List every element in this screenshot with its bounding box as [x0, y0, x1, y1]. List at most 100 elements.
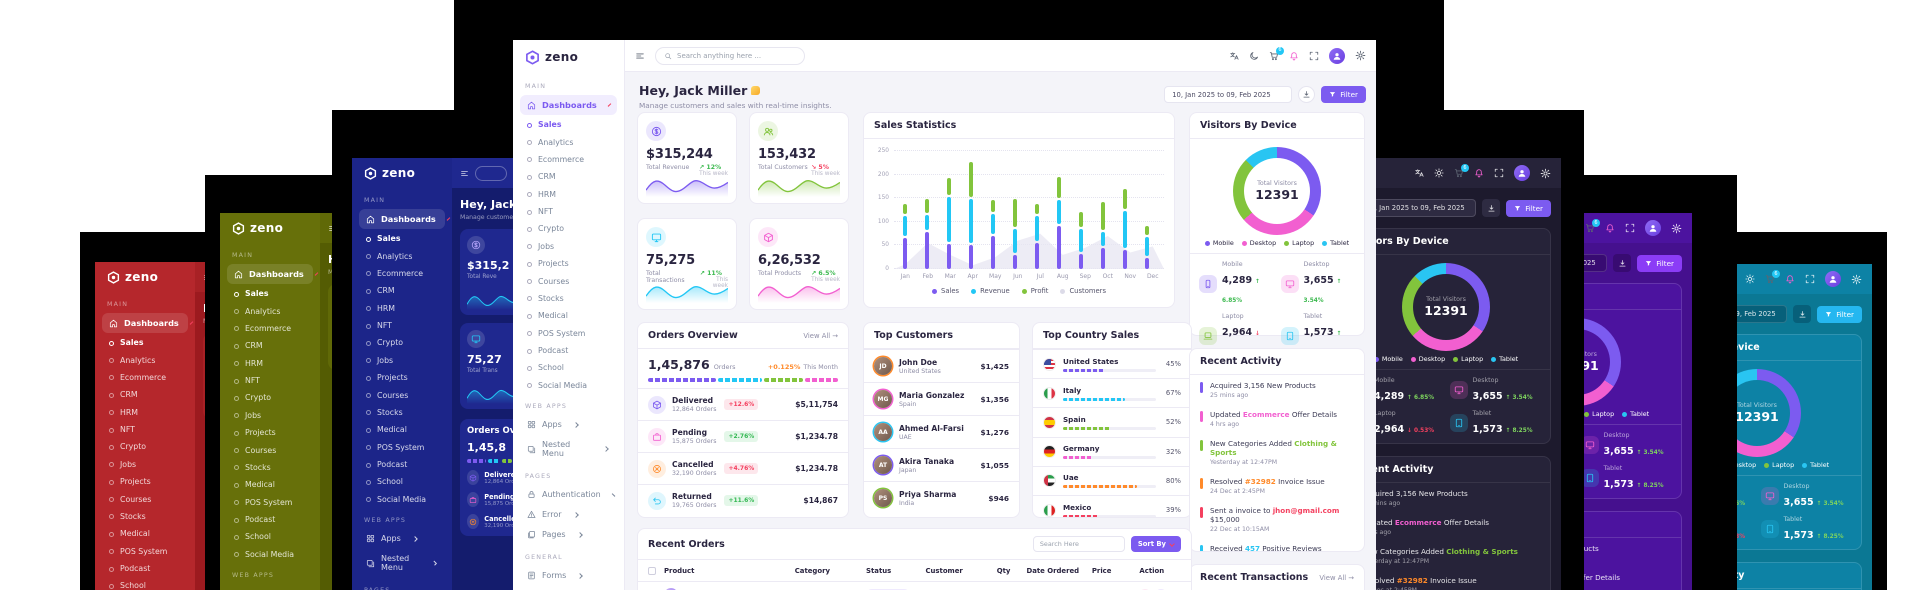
- customer-row[interactable]: JD John Doe United States $1,425: [864, 349, 1019, 382]
- sidebar-subitem-crm[interactable]: CRM: [352, 282, 452, 299]
- sidebar-subitem-crypto[interactable]: Crypto: [513, 220, 624, 237]
- sidebar-subitem-school[interactable]: School: [95, 577, 195, 590]
- sort-by-button[interactable]: Sort By: [1130, 536, 1181, 552]
- bell-icon[interactable]: [1474, 168, 1484, 178]
- date-range-input[interactable]: 10, Jan 2025 to 09, Feb 2025: [1164, 86, 1293, 103]
- sidebar-subitem-podcast[interactable]: Podcast: [95, 560, 195, 577]
- sidebar-item-authentication[interactable]: Authentication: [520, 485, 617, 504]
- filter-button[interactable]: Filter: [1637, 254, 1682, 272]
- sidebar-subitem-social-media[interactable]: Social Media: [513, 377, 624, 394]
- search-input[interactable]: Search anything here ...: [655, 46, 805, 65]
- sun-icon[interactable]: [1434, 168, 1444, 178]
- bell-icon[interactable]: [1785, 274, 1795, 284]
- download-button[interactable]: [1482, 199, 1501, 217]
- orders-search-input[interactable]: Search Here: [1032, 536, 1125, 552]
- brand[interactable]: zeno: [352, 158, 452, 188]
- sidebar-subitem-nft[interactable]: NFT: [95, 421, 195, 438]
- gear-icon[interactable]: [1355, 50, 1366, 61]
- cart-icon[interactable]: 6: [1765, 270, 1780, 284]
- moon-icon[interactable]: [1249, 51, 1259, 61]
- gear-icon[interactable]: [1671, 223, 1682, 234]
- header-checkbox[interactable]: [648, 566, 656, 575]
- sidebar-subitem-crm[interactable]: CRM: [95, 386, 195, 403]
- view-all-link[interactable]: View All →: [803, 331, 838, 340]
- expand-icon[interactable]: [1494, 168, 1504, 178]
- avatar[interactable]: [1825, 271, 1841, 287]
- table-row[interactable]: Elegance Wall ClockHome DecorPendingJohn…: [638, 582, 1191, 590]
- sidebar-subitem-sales[interactable]: Sales: [95, 334, 195, 351]
- sidebar-subitem-projects[interactable]: Projects: [513, 255, 624, 272]
- stat-card-total-revenue[interactable]: $315,244 Total Revenue ↗ 12% This week: [637, 112, 737, 204]
- sidebar-subitem-school[interactable]: School: [352, 473, 452, 490]
- sidebar-subitem-ecommerce[interactable]: Ecommerce: [95, 369, 195, 386]
- sidebar-subitem-projects[interactable]: Projects: [220, 424, 320, 441]
- download-button[interactable]: [1298, 86, 1316, 103]
- translate-icon[interactable]: [1414, 168, 1424, 178]
- sidebar-subitem-crm[interactable]: CRM: [220, 337, 320, 354]
- sidebar-item-dashboards[interactable]: Dashboards: [227, 264, 319, 284]
- customer-row[interactable]: MG Maria Gonzalez Spain $1,356: [864, 382, 1019, 415]
- sidebar-subitem-podcast[interactable]: Podcast: [352, 456, 452, 473]
- sidebar-item-dashboards[interactable]: Dashboards: [102, 313, 194, 333]
- sidebar-subitem-hrm[interactable]: HRM: [95, 404, 195, 421]
- sidebar-subitem-jobs[interactable]: Jobs: [95, 456, 195, 473]
- stat-card-total-transactions[interactable]: 75,275 Total Transactions ↗ 11% This week: [637, 218, 737, 310]
- country-row-ae[interactable]: Uae 80%: [1033, 465, 1191, 495]
- menu-toggle-icon[interactable]: [635, 46, 645, 65]
- sidebar-item-apps[interactable]: Apps: [227, 584, 313, 590]
- sidebar-subitem-crypto[interactable]: Crypto: [352, 334, 452, 351]
- sidebar-subitem-analytics[interactable]: Analytics: [220, 302, 320, 319]
- country-row-de[interactable]: Germany 32%: [1033, 436, 1191, 466]
- gear-icon[interactable]: [1540, 168, 1551, 179]
- sidebar-subitem-medical[interactable]: Medical: [352, 421, 452, 438]
- avatar[interactable]: [1329, 47, 1345, 64]
- sidebar-subitem-medical[interactable]: Medical: [513, 307, 624, 324]
- translate-icon[interactable]: [1229, 51, 1239, 61]
- sidebar-subitem-crm[interactable]: CRM: [513, 168, 624, 185]
- sidebar-subitem-stocks[interactable]: Stocks: [513, 290, 624, 307]
- order-status-row-delivered[interactable]: Delivered 12,864 Orders +12.6% $5,11,754: [638, 388, 848, 420]
- sidebar-subitem-sales[interactable]: Sales: [220, 285, 320, 302]
- stat-card-total-customers[interactable]: 153,432 Total Customers ↘ 5% This week: [749, 112, 849, 204]
- download-button[interactable]: [1613, 254, 1632, 272]
- country-row-it[interactable]: Italy 67%: [1033, 378, 1191, 407]
- sidebar-subitem-social-media[interactable]: Social Media: [352, 491, 452, 508]
- expand-icon[interactable]: [1309, 51, 1319, 61]
- sidebar-item-dashboards[interactable]: Dashboards: [520, 95, 617, 115]
- sidebar-subitem-school[interactable]: School: [220, 528, 320, 545]
- expand-icon[interactable]: [1625, 223, 1635, 233]
- sidebar-subitem-courses[interactable]: Courses: [220, 441, 320, 458]
- order-status-row-pending[interactable]: Pending 15,875 Orders +2.76% $1,234.78: [638, 420, 848, 452]
- sidebar-subitem-ecommerce[interactable]: Ecommerce: [513, 151, 624, 168]
- sun-icon[interactable]: [1745, 274, 1755, 284]
- stat-card-total-products[interactable]: 6,26,532 Total Products ↗ 6.5% This week: [749, 218, 849, 310]
- sidebar-subitem-analytics[interactable]: Analytics: [95, 351, 195, 368]
- customer-row[interactable]: AA Ahmed Al-Farsi UAE $1,276: [864, 415, 1019, 448]
- avatar[interactable]: [1514, 165, 1530, 181]
- sidebar-subitem-podcast[interactable]: Podcast: [220, 511, 320, 528]
- customer-row[interactable]: PS Priya Sharma India $946: [864, 481, 1019, 514]
- sidebar-item-dashboards[interactable]: Dashboards: [359, 209, 451, 229]
- sidebar-subitem-jobs[interactable]: Jobs: [220, 407, 320, 424]
- cart-icon[interactable]: 6: [1454, 164, 1469, 178]
- sidebar-subitem-sales[interactable]: Sales: [352, 230, 452, 247]
- sidebar-subitem-courses[interactable]: Courses: [513, 272, 624, 289]
- cart-icon[interactable]: 6: [1585, 219, 1600, 233]
- sidebar-subitem-podcast[interactable]: Podcast: [513, 342, 624, 359]
- sidebar-subitem-nft[interactable]: NFT: [352, 317, 452, 334]
- sidebar-subitem-medical[interactable]: Medical: [95, 525, 195, 542]
- sidebar-subitem-hrm[interactable]: HRM: [513, 186, 624, 203]
- expand-icon[interactable]: [1805, 274, 1815, 284]
- date-range-input[interactable]: 10, Jan 2025 to 09, Feb 2025: [1376, 199, 1477, 217]
- customer-row[interactable]: AT Akira Tanaka Japan $1,055: [864, 448, 1019, 481]
- sidebar-item-pages[interactable]: Pages: [520, 525, 617, 544]
- filter-button[interactable]: Filter: [1817, 305, 1862, 323]
- country-row-us[interactable]: United States 45%: [1033, 349, 1191, 378]
- sidebar-subitem-hrm[interactable]: HRM: [352, 300, 452, 317]
- sidebar-subitem-stocks[interactable]: Stocks: [95, 508, 195, 525]
- filter-button[interactable]: Filter: [1321, 86, 1366, 103]
- sidebar-subitem-nft[interactable]: NFT: [220, 372, 320, 389]
- sidebar-item-nested-menu[interactable]: Nested Menu: [520, 435, 617, 463]
- order-status-row-returned[interactable]: Returned 19,765 Orders +11.6% $14,867: [638, 484, 848, 516]
- sidebar-subitem-analytics[interactable]: Analytics: [513, 133, 624, 150]
